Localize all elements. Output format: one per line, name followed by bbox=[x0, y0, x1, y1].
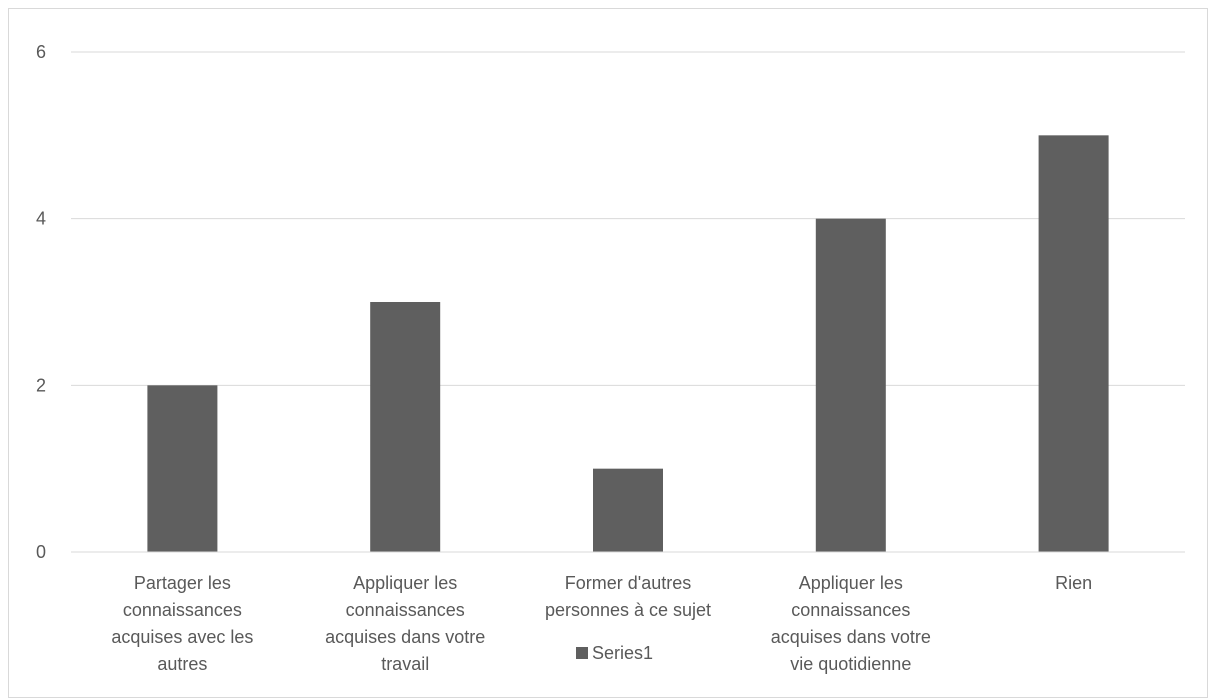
legend: Series1 bbox=[576, 643, 653, 663]
category-label-5: Rien bbox=[1055, 573, 1092, 593]
legend-label: Series1 bbox=[592, 643, 653, 663]
category-labels: Partager les connaissances acquises avec l… bbox=[111, 573, 1092, 674]
chart-frame bbox=[8, 8, 1208, 698]
y-axis-tick-labels: 0 2 4 6 bbox=[36, 42, 46, 562]
category-label-2: Appliquer les connaissances acquises dans … bbox=[325, 573, 485, 674]
y-tick-label-0: 0 bbox=[36, 542, 46, 562]
category-label-4: Appliquer les connaissances acquises dans … bbox=[771, 573, 931, 674]
bar-3 bbox=[593, 468, 663, 552]
y-tick-label-6: 6 bbox=[36, 42, 46, 62]
category-label-1: Partager les connaissances acquises avec l… bbox=[111, 573, 253, 674]
y-tick-label-2: 2 bbox=[36, 375, 46, 395]
bar-5 bbox=[1038, 135, 1109, 553]
y-tick-label-4: 4 bbox=[36, 209, 46, 229]
bar-2 bbox=[370, 302, 441, 552]
category-label-3: Former d'autres personnes à ce sujet bbox=[545, 573, 711, 620]
bar-4 bbox=[815, 218, 886, 552]
bars bbox=[147, 135, 1109, 553]
bar-1 bbox=[147, 385, 218, 552]
legend-swatch bbox=[576, 647, 588, 659]
gridlines bbox=[71, 51, 1185, 386]
